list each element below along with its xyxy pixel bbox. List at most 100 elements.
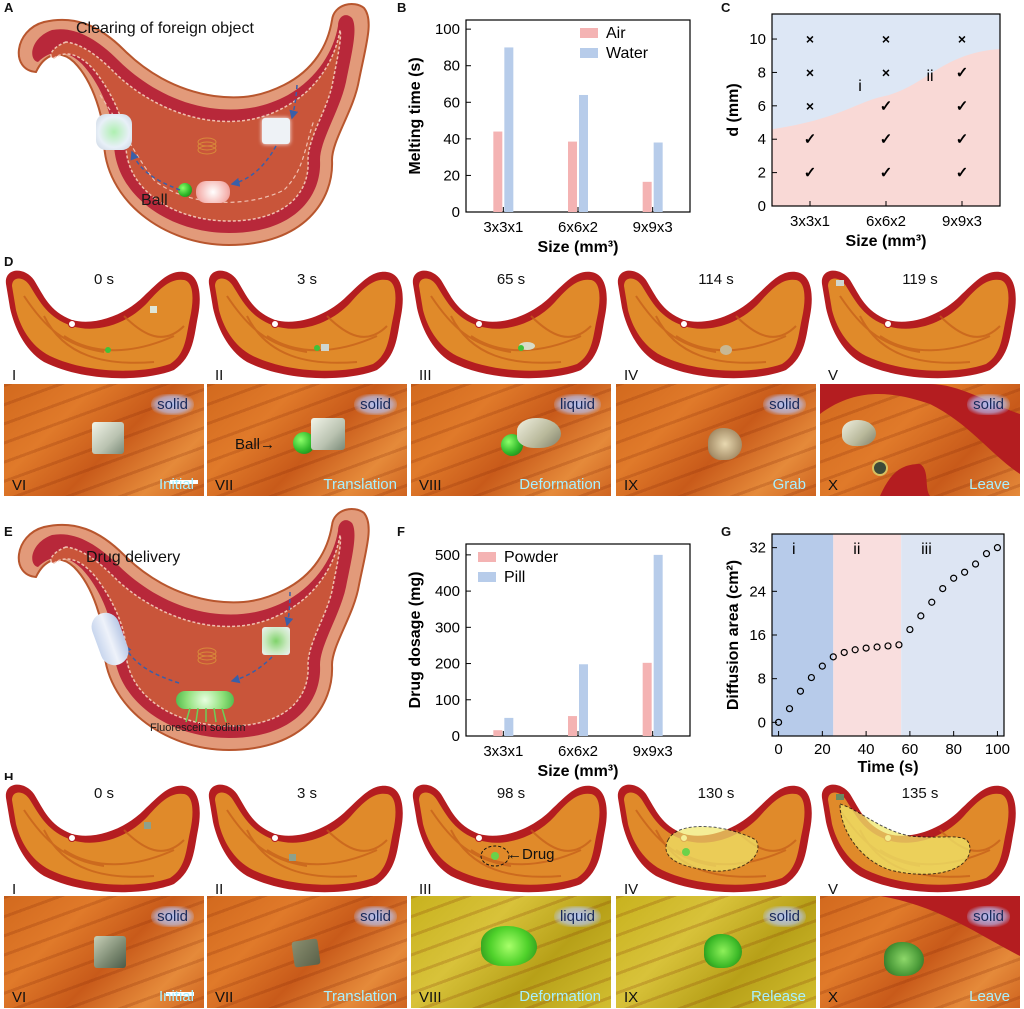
region-label: iii [921,541,932,558]
x-axis-title: Size (mm³) [846,233,927,250]
frame-roman-label: I [12,881,17,898]
stomach-schematic-e [17,508,370,752]
data-point [939,584,947,593]
x-tick-label: 6x6x2 [558,219,598,236]
panel-h-closeup-frame-6: solid Initial VI [4,896,204,1008]
y-tick-label: 8 [758,671,766,688]
y-tick-label: 500 [435,547,460,564]
frame-roman-label: VIII [419,477,442,494]
x-axis-title: Time (s) [857,759,918,776]
panel-d-closeup-frame-10: solid Leave X [820,384,1020,496]
data-point [993,544,1002,552]
frame-roman-label: III [419,367,432,384]
bar-pill [579,664,588,736]
check-mark: ✓ [956,64,969,81]
safe-region [772,49,1000,207]
chart-b: 0 20 40 60 80 100 3x3x1 6x6x2 9x9x3 Size (mm³) Mel… [407,19,691,256]
legend-swatch [478,552,496,562]
check-mark: ✓ [956,165,969,182]
frame-roman-label: X [828,989,839,1006]
panel-c-letter: C [721,0,731,15]
data-point [807,673,815,682]
y-tick-label: 100 [435,692,460,709]
y-tick-label: 32 [749,540,766,557]
frame-roman-label: VI [12,989,27,1006]
drug-cube-icon [262,627,290,655]
check-mark: ✓ [804,165,817,182]
panel-g-letter: G [721,524,732,539]
data-point [818,662,826,670]
frame-roman-label: IV [624,881,639,898]
action-label: Translation [323,476,397,493]
state-badge: solid [354,906,397,927]
time-label: 65 s [496,271,526,288]
frame-roman-label: V [828,367,839,384]
deformed-object-icon [196,181,230,203]
data-point [840,648,848,657]
panel-d-letter: D [4,254,14,269]
action-label: Leave [969,988,1010,1005]
frame-roman-label: I [12,367,17,384]
y-tick-label: 200 [435,656,460,673]
bar-pill [504,717,514,736]
action-label: Translation [323,988,397,1005]
ball-pointer-label: Ball→ [235,436,276,453]
region-label: i [792,541,796,558]
cross-mark: × [806,31,814,47]
panel-e-caption: Drug delivery [86,549,181,566]
panel-h-top-frame-1: 0 s I [4,780,204,900]
frame-roman-label: V [828,881,839,898]
panel-d-top-frame-5: 119 s V [820,266,1020,386]
bar-powder [642,662,652,736]
data-point [895,641,903,649]
panel-h-closeup-frame-8: liquid Deformation VIII [411,896,611,1008]
state-badge: liquid [553,394,601,415]
bar-air [642,181,652,212]
data-point [873,643,881,651]
region-label-i: i [858,78,862,95]
cross-mark: × [958,31,966,47]
region-iii [901,534,1004,736]
data-point [785,705,794,713]
y-tick-label: 100 [435,21,460,38]
ball-label: Ball [141,192,168,209]
cross-mark: × [806,98,814,114]
time-label: 3 s [296,271,317,288]
bar-powder [493,730,503,736]
panel-d-top-frame-1: 0 s I [4,266,204,386]
path-arrows-a [130,84,299,191]
bar-water [504,47,514,212]
data-point [950,574,958,582]
panel-d-closeup-frame-6: solid Initial VI [4,384,204,496]
state-badge: solid [763,906,806,927]
state-badge: liquid [553,906,601,927]
x-axis-title: Size (mm³) [538,763,619,780]
cross-mark: × [882,31,890,47]
frame-roman-label: VI [12,477,27,494]
panel-h-top-frame-2: 3 s II [207,780,407,900]
panel-d-top-frame-2: 3 s II [207,266,407,386]
check-mark: ✓ [880,131,893,148]
time-label: 0 s [93,271,114,288]
y-tick-label: 4 [758,131,766,148]
y-tick-label: 40 [443,131,460,148]
cube-object [92,422,124,454]
frame-roman-label: VII [215,477,234,494]
y-tick-label: 0 [758,714,766,731]
x-tick-label: 9x9x3 [633,743,673,760]
action-label: Grab [772,476,806,493]
panel-d-top-frame-4: 114 s IV [616,266,816,386]
y-axis-title: Diffusion area (cm²) [725,560,742,710]
y-tick-label: 60 [443,94,460,111]
legend-swatch [580,48,598,58]
panel-h-top-frame-5: 135 s V [820,780,1020,900]
bar-pill [653,554,663,736]
time-label: 3 s [296,785,317,802]
x-tick-label: 100 [985,741,1010,758]
x-tick-label: 9x9x3 [633,219,673,236]
bar-air [493,131,503,212]
panel-f-letter: F [397,524,405,539]
data-point [917,612,925,620]
y-tick-label: 0 [452,204,460,221]
